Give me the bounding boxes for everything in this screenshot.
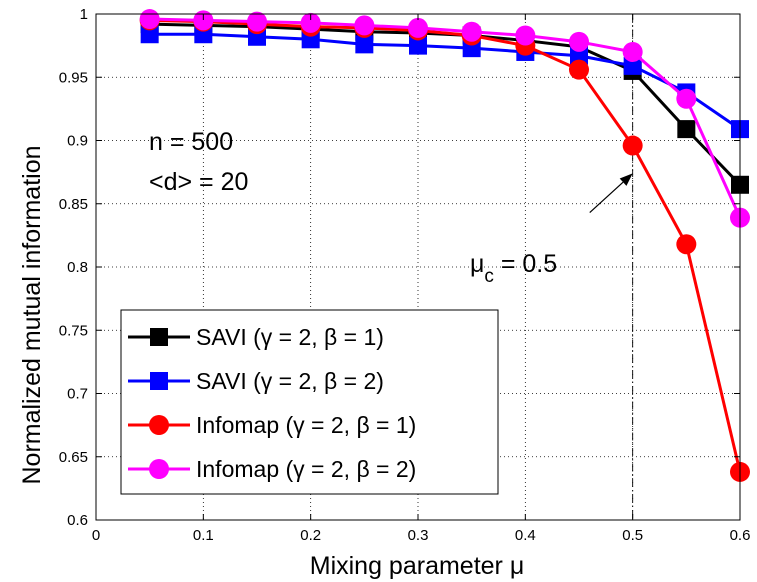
axis-ticks: 0 0.1 0.2 0.3 0.4 0.5 0.6 0.6 0.65 0.7 0.75 0.8 0.85… xyxy=(59,6,751,544)
legend-entry-0: SAVI (γ = 2, β = 1) xyxy=(128,324,384,350)
data-point-square xyxy=(140,25,159,44)
y-tick-label: 0.6 xyxy=(67,512,88,529)
mu-subscript: c xyxy=(484,266,494,287)
legend-label: SAVI (γ = 2, β = 2) xyxy=(196,368,384,394)
series-0 xyxy=(140,15,749,194)
legend-label: Infomap (γ = 2, β = 2) xyxy=(196,456,416,482)
y-tick-label: 1 xyxy=(80,6,88,23)
legend-entry-2: Infomap (γ = 2, β = 1) xyxy=(128,412,416,438)
x-tick-label: 0.1 xyxy=(193,527,214,544)
data-point-circle xyxy=(622,135,643,156)
data-point-circle xyxy=(408,17,428,38)
data-point-circle xyxy=(676,88,697,109)
mu-symbol: μ xyxy=(470,250,484,278)
y-axis-label: Normalized mutual information xyxy=(18,145,46,484)
x-tick-label: 0 xyxy=(92,527,100,544)
legend: SAVI (γ = 2, β = 1) SAVI (γ = 2, β = 2) In… xyxy=(120,309,499,495)
data-point-circle xyxy=(569,59,589,80)
data-point-circle xyxy=(247,11,267,32)
legend-marker-circle xyxy=(149,415,169,435)
y-tick-label: 0.75 xyxy=(59,322,88,339)
data-point-square xyxy=(623,56,642,75)
y-tick-label: 0.9 xyxy=(67,133,88,150)
data-point-circle xyxy=(461,21,482,42)
legend-box xyxy=(120,309,499,495)
legend-label: SAVI (γ = 2, β = 1) xyxy=(196,324,384,350)
x-tick-label: 0.3 xyxy=(408,527,429,544)
annotation-mu-c: μc = 0.5 xyxy=(470,250,557,287)
annotation-arrow xyxy=(589,181,624,214)
legend-label: Infomap (γ = 2, β = 1) xyxy=(196,412,416,438)
data-point-circle xyxy=(139,9,160,30)
data-point-square xyxy=(409,36,427,55)
series-1 xyxy=(140,25,749,139)
annotation-degree: <d> = 20 xyxy=(149,168,248,196)
y-tick-label: 0.7 xyxy=(67,386,88,403)
annotation-n: n = 500 xyxy=(149,128,233,156)
data-point-circle xyxy=(622,41,643,62)
data-point-square xyxy=(570,46,588,65)
x-axis-label: Mixing parameter μ xyxy=(310,552,524,580)
x-tick-label: 0.6 xyxy=(730,527,751,544)
data-point-circle xyxy=(515,25,536,46)
y-tick-label: 0.95 xyxy=(59,69,88,86)
legend-entry-1: SAVI (γ = 2, β = 2) xyxy=(128,368,384,394)
data-point-circle xyxy=(569,31,589,52)
data-point-circle xyxy=(354,15,375,36)
data-point-circle xyxy=(193,10,214,31)
x-tick-label: 0.4 xyxy=(515,527,536,544)
annotation-arrow-head xyxy=(619,173,633,186)
series-layer xyxy=(139,9,750,482)
data-point-circle xyxy=(676,234,697,255)
x-tick-label: 0.2 xyxy=(300,527,321,544)
data-point-square xyxy=(677,120,696,139)
legend-marker-square xyxy=(150,328,168,346)
data-point-circle xyxy=(300,12,321,33)
legend-marker-circle xyxy=(149,459,169,479)
legend-marker-square xyxy=(150,372,168,390)
mu-value: = 0.5 xyxy=(494,250,557,278)
data-point-square xyxy=(355,35,374,54)
y-tick-label: 0.8 xyxy=(67,259,88,276)
legend-entry-3: Infomap (γ = 2, β = 2) xyxy=(128,456,416,482)
y-tick-label: 0.85 xyxy=(59,196,88,213)
x-tick-label: 0.5 xyxy=(622,527,643,544)
y-tick-label: 0.65 xyxy=(59,449,88,466)
series-3 xyxy=(139,9,750,228)
series-line xyxy=(149,32,741,131)
